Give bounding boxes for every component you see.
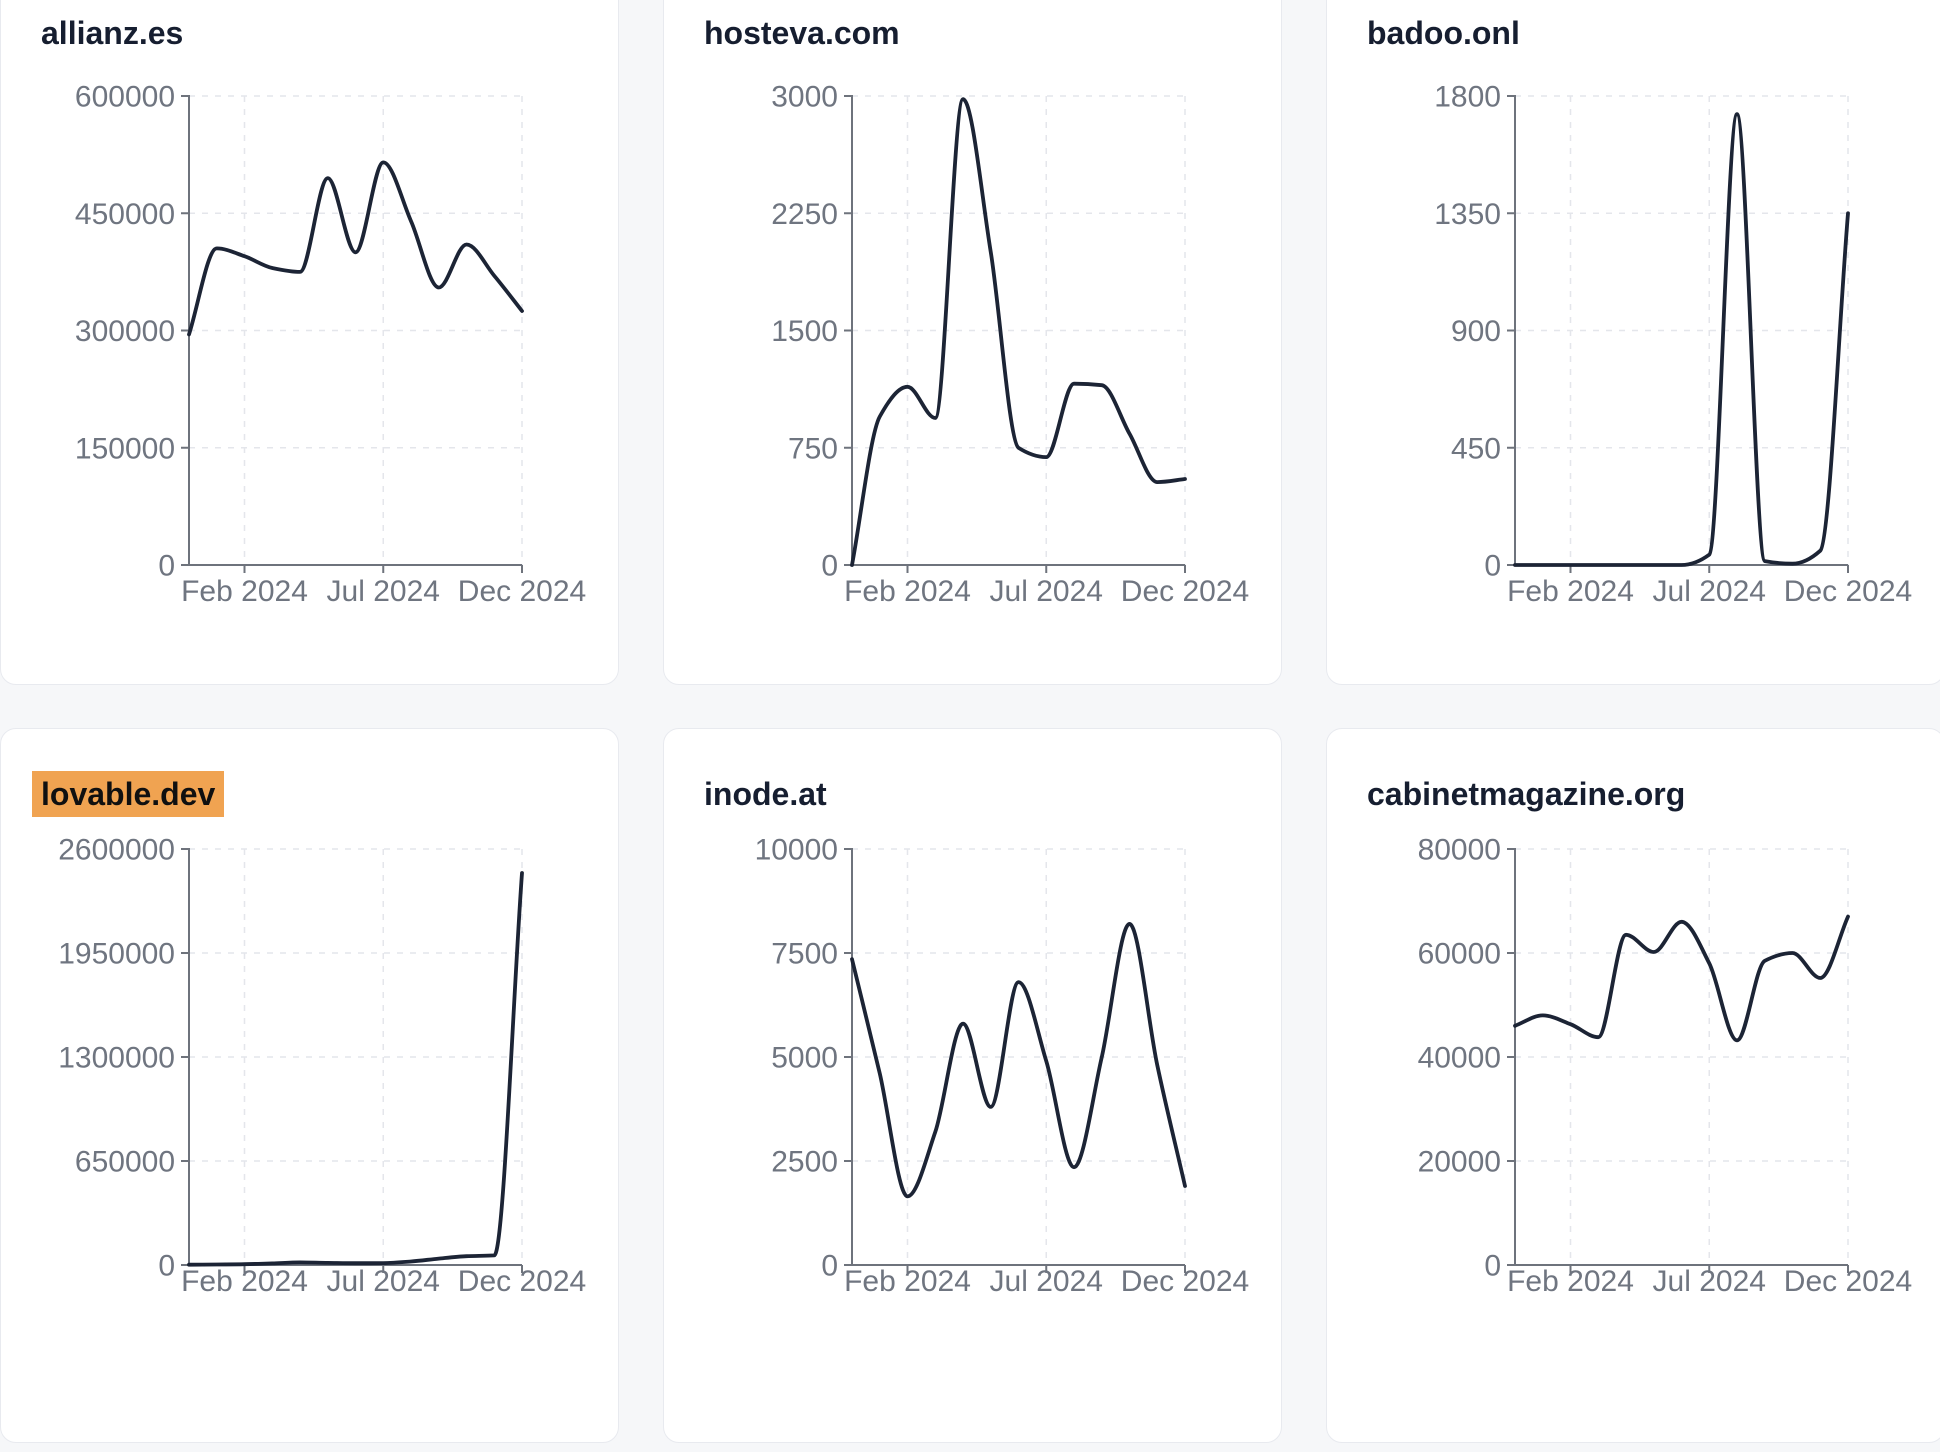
svg-text:2250: 2250 [771,198,838,231]
svg-text:40000: 40000 [1418,1042,1501,1075]
svg-text:0: 0 [158,1250,175,1283]
svg-text:Dec 2024: Dec 2024 [1121,575,1249,608]
svg-text:Jul 2024: Jul 2024 [990,1265,1103,1298]
svg-text:80000: 80000 [1418,834,1501,867]
svg-text:300000: 300000 [75,315,175,348]
svg-text:Dec 2024: Dec 2024 [458,575,586,608]
chart-title: cabinetmagazine.org [1367,776,1686,812]
chart-card-4: lovable.dev 0 650000 1300000 1950000 2600000… [0,728,619,1443]
svg-text:600000: 600000 [75,81,175,114]
svg-text:Jul 2024: Jul 2024 [1653,575,1766,608]
chart-card-6: cabinetmagazine.org 0 20000 40000 60000 8000… [1326,728,1940,1443]
line-chart: 0 650000 1300000 1950000 2600000 Feb 2024 Jul … [58,834,586,1299]
svg-text:1950000: 1950000 [58,938,175,971]
chart-card-2: hosteva.com 0 750 1500 2250 3000 Feb 2024 Jul … [663,0,1282,685]
svg-text:900: 900 [1451,315,1501,348]
svg-text:60000: 60000 [1418,938,1501,971]
line-chart: 0 750 1500 2250 3000 Feb 2024 Jul 2024 Dec 2024 [771,81,1249,609]
svg-text:650000: 650000 [75,1146,175,1179]
svg-text:450: 450 [1451,432,1501,465]
chart-title-highlighted: lovable.dev [32,771,225,817]
svg-text:1300000: 1300000 [58,1042,175,1075]
svg-text:7500: 7500 [771,938,838,971]
svg-text:5000: 5000 [771,1042,838,1075]
svg-text:0: 0 [1484,1250,1501,1283]
line-chart: 0 150000 300000 450000 600000 Feb 2024 Jul 202… [75,81,586,609]
svg-text:Feb 2024: Feb 2024 [1507,1265,1634,1298]
chart-card-3: badoo.onl 0 450 900 1350 1800 Feb 2024 Jul 202… [1326,0,1940,685]
chart-title: badoo.onl [1367,15,1520,51]
chart-title: inode.at [704,776,827,812]
svg-text:Jul 2024: Jul 2024 [327,575,440,608]
chart-title: hosteva.com [704,15,900,51]
chart-card-1: allianz.es 0 150000 300000 450000 600000 Feb … [0,0,619,685]
svg-text:750: 750 [788,432,838,465]
svg-text:Jul 2024: Jul 2024 [327,1265,440,1298]
svg-text:Feb 2024: Feb 2024 [844,1265,971,1298]
svg-text:Dec 2024: Dec 2024 [1121,1265,1249,1298]
svg-text:1500: 1500 [771,315,838,348]
chart-title: allianz.es [41,15,184,51]
svg-text:2500: 2500 [771,1146,838,1179]
svg-text:0: 0 [821,1250,838,1283]
svg-text:Jul 2024: Jul 2024 [1653,1265,1766,1298]
svg-text:3000: 3000 [771,81,838,114]
line-chart: 0 450 900 1350 1800 Feb 2024 Jul 2024 Dec 2024 [1434,81,1912,609]
svg-text:0: 0 [158,550,175,583]
svg-text:Dec 2024: Dec 2024 [1784,575,1912,608]
svg-text:Dec 2024: Dec 2024 [458,1265,586,1298]
svg-text:150000: 150000 [75,432,175,465]
svg-text:Feb 2024: Feb 2024 [1507,575,1634,608]
svg-text:Dec 2024: Dec 2024 [1784,1265,1912,1298]
svg-text:Feb 2024: Feb 2024 [181,575,308,608]
line-chart: 0 2500 5000 7500 10000 Feb 2024 Jul 2024 Dec 20… [755,834,1250,1299]
svg-text:0: 0 [1484,550,1501,583]
svg-text:20000: 20000 [1418,1146,1501,1179]
svg-text:1800: 1800 [1434,81,1501,114]
svg-text:2600000: 2600000 [58,834,175,867]
svg-text:Feb 2024: Feb 2024 [844,575,971,608]
chart-card-5: inode.at 0 2500 5000 7500 10000 Feb 2024 Jul 2… [663,728,1282,1443]
svg-text:10000: 10000 [755,834,838,867]
svg-text:Feb 2024: Feb 2024 [181,1265,308,1298]
svg-text:Jul 2024: Jul 2024 [990,575,1103,608]
svg-text:450000: 450000 [75,198,175,231]
line-chart: 0 20000 40000 60000 80000 Feb 2024 Jul 2024 Dec… [1418,834,1913,1299]
svg-text:0: 0 [821,550,838,583]
svg-text:1350: 1350 [1434,198,1501,231]
